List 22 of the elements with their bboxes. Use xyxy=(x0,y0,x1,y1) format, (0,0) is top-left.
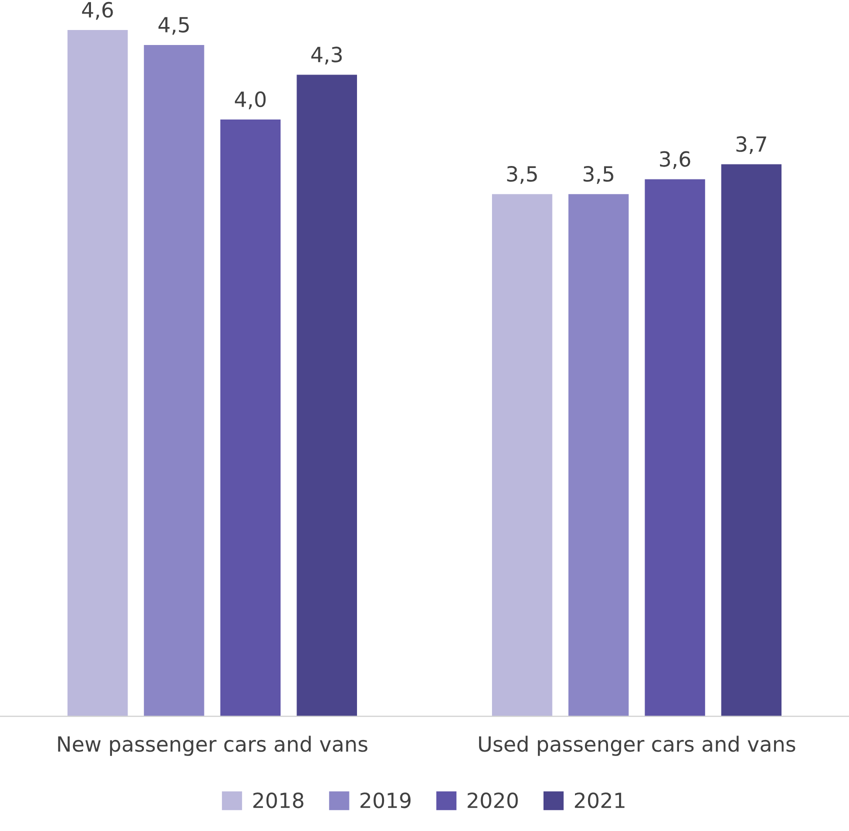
data-label: 3,7 xyxy=(736,136,766,154)
data-label: 4,0 xyxy=(234,91,266,110)
bar xyxy=(568,194,629,716)
data-label: 4,3 xyxy=(311,46,342,65)
bar xyxy=(67,30,128,716)
legend-label: 2020 xyxy=(468,792,518,808)
bar xyxy=(296,74,358,716)
x-tick-label: New passenger cars and vans xyxy=(58,736,368,756)
data-label: 3,5 xyxy=(584,166,614,184)
legend-label: 2021 xyxy=(574,792,624,808)
bar xyxy=(220,120,281,716)
bar xyxy=(644,179,706,716)
bar xyxy=(721,164,782,716)
bar xyxy=(144,44,204,716)
data-label: 4,6 xyxy=(82,2,113,20)
legend-label: 2019 xyxy=(360,792,411,808)
x-tick-label: Used passenger cars and vans xyxy=(479,736,796,756)
bar xyxy=(492,194,552,716)
legend-label: 2018 xyxy=(253,792,304,808)
data-label: 3,6 xyxy=(660,151,690,169)
data-label: 3,5 xyxy=(507,166,537,184)
data-label: 4,5 xyxy=(158,17,189,35)
